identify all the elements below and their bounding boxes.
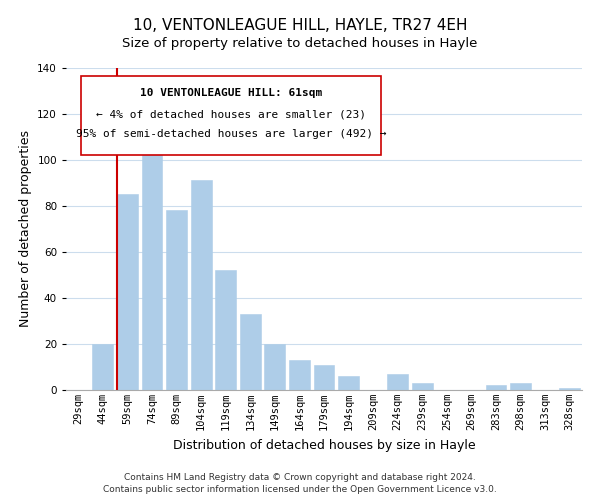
Bar	[338, 376, 359, 390]
Text: 95% of semi-detached houses are larger (492) →: 95% of semi-detached houses are larger (…	[76, 129, 386, 139]
Text: Size of property relative to detached houses in Hayle: Size of property relative to detached ho…	[122, 38, 478, 51]
Bar	[191, 180, 212, 390]
Bar	[559, 388, 580, 390]
Bar	[92, 344, 113, 390]
Bar	[289, 360, 310, 390]
Bar	[117, 194, 138, 390]
Bar	[215, 270, 236, 390]
Text: 10 VENTONLEAGUE HILL: 61sqm: 10 VENTONLEAGUE HILL: 61sqm	[140, 88, 322, 99]
Text: ← 4% of detached houses are smaller (23): ← 4% of detached houses are smaller (23)	[96, 110, 366, 120]
Text: Contains public sector information licensed under the Open Government Licence v3: Contains public sector information licen…	[103, 485, 497, 494]
Bar	[485, 386, 506, 390]
Bar	[412, 383, 433, 390]
Text: 10, VENTONLEAGUE HILL, HAYLE, TR27 4EH: 10, VENTONLEAGUE HILL, HAYLE, TR27 4EH	[133, 18, 467, 32]
X-axis label: Distribution of detached houses by size in Hayle: Distribution of detached houses by size …	[173, 438, 475, 452]
Bar	[166, 210, 187, 390]
Bar	[314, 364, 334, 390]
Bar	[240, 314, 261, 390]
Text: Contains HM Land Registry data © Crown copyright and database right 2024.: Contains HM Land Registry data © Crown c…	[124, 472, 476, 482]
Bar	[510, 383, 531, 390]
Bar	[142, 148, 163, 390]
Bar	[265, 344, 286, 390]
FancyBboxPatch shape	[82, 76, 381, 154]
Y-axis label: Number of detached properties: Number of detached properties	[19, 130, 32, 327]
Bar	[387, 374, 408, 390]
